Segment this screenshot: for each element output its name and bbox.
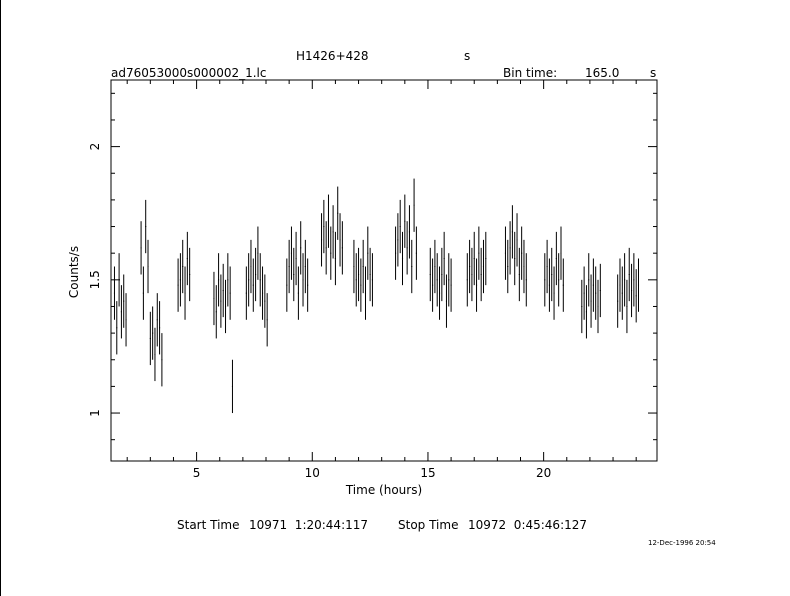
bin-time-unit: s (650, 66, 657, 80)
y-axis-label: Counts/s (67, 246, 81, 298)
stop-time-value: 10972 0:45:46:127 (468, 518, 588, 532)
window-left-border (0, 0, 1, 596)
data-segment-6 (286, 221, 309, 320)
data-segment-10 (429, 231, 452, 328)
timestamp: 12-Dec-1996 20:54 (648, 539, 716, 547)
axis-ticks: 5 10 15 20 1 1.5 2 (88, 80, 657, 480)
data-segment-1 (113, 253, 127, 355)
bin-time-label: Bin time: (503, 66, 558, 80)
y-tick-label: 1.5 (88, 270, 102, 289)
x-tick-label: 10 (305, 466, 320, 480)
data-segment-11 (466, 226, 487, 312)
data-segment-3 (177, 231, 191, 320)
stop-time-label: Stop Time (398, 518, 459, 532)
data-segment-14 (581, 253, 601, 339)
data-segment-2 (140, 199, 163, 387)
data-segment-4 (213, 253, 233, 414)
y-tick-label: 1 (88, 409, 102, 417)
x-tick-label: 5 (193, 466, 201, 480)
data-segment-5 (245, 226, 268, 347)
data-segment-15 (617, 247, 640, 334)
x-axis-label: Time (hours) (345, 483, 422, 497)
bin-time-value: 165.0 (585, 66, 620, 80)
object-unit: s (464, 49, 471, 63)
start-time-label: Start Time (177, 518, 240, 532)
data-segment-7 (321, 186, 343, 286)
object-name: H1426+428 (296, 49, 369, 63)
y-tick-label: 2 (88, 143, 102, 151)
x-tick-label: 20 (536, 466, 551, 480)
x-tick-label: 15 (420, 466, 435, 480)
data-segment-8 (353, 226, 373, 320)
file-name: ad76053000s000002_1.lc (111, 66, 267, 80)
data-segment-13 (544, 226, 564, 320)
data-points (113, 178, 640, 414)
data-segment-12 (504, 205, 527, 307)
start-time-value: 10971 1:20:44:117 (249, 518, 369, 532)
data-segment-9 (395, 178, 417, 294)
plot-frame (110, 79, 658, 462)
